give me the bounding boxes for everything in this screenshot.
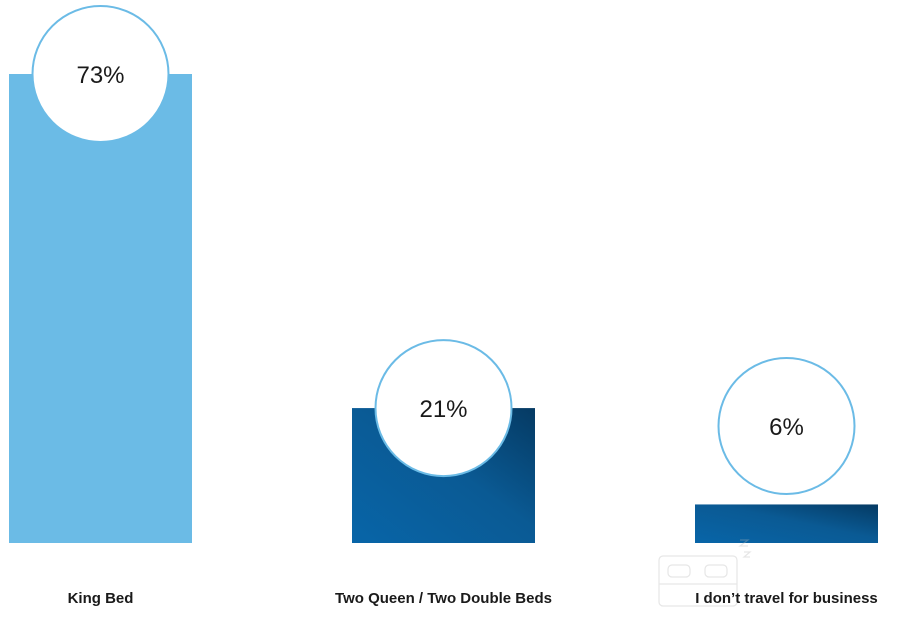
category-labels: King Bed Two Queen / Two Double Beds I don… xyxy=(68,590,878,607)
category-label-i-don-t-travel-for-business: I don’t travel for business xyxy=(695,590,878,607)
bar-king-bed xyxy=(9,74,192,543)
value-circle-two-queen-two-double-beds xyxy=(374,339,513,478)
value-circle-king-bed xyxy=(31,5,170,143)
value-circles-layer: 73% 21% 6% xyxy=(31,5,856,495)
category-label-two-queen-two-double-beds: Two Queen / Two Double Beds xyxy=(335,590,552,607)
category-label-king-bed: King Bed xyxy=(68,590,134,607)
bar-i-don-t-travel-for-business xyxy=(695,504,878,543)
value-circle-i-don-t-travel-for-business xyxy=(717,357,856,495)
value-label-two-queen-two-double-beds: 21% xyxy=(419,396,467,423)
value-label-king-bed: 73% xyxy=(76,62,124,89)
value-label-i-don-t-travel-for-business: 6% xyxy=(769,414,804,441)
bed-watermark-icon xyxy=(658,539,752,607)
